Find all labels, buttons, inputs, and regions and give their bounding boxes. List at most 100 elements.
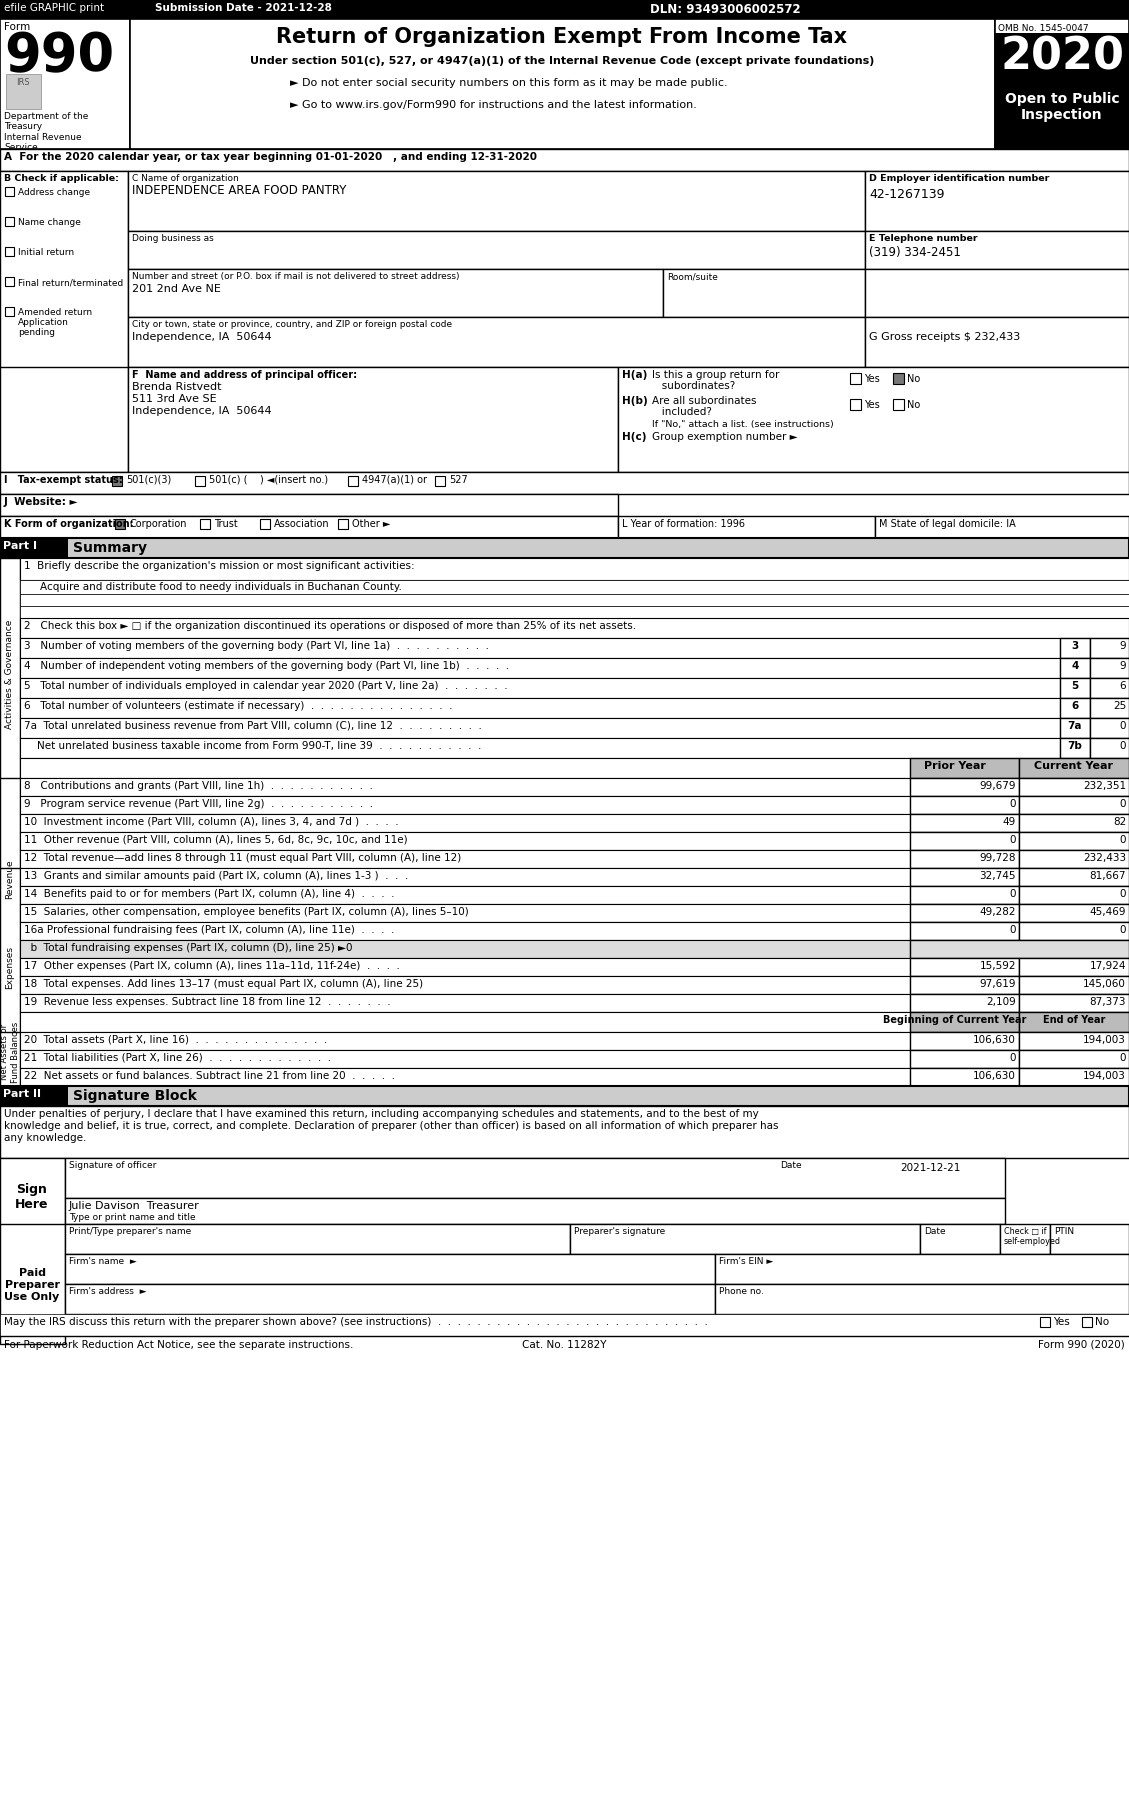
Text: Name change: Name change xyxy=(18,219,81,228)
Text: Type or print name and title: Type or print name and title xyxy=(69,1212,195,1222)
Bar xyxy=(1019,797,1129,815)
Bar xyxy=(850,399,861,410)
Text: Return of Organization Exempt From Income Tax: Return of Organization Exempt From Incom… xyxy=(277,27,848,47)
Text: 145,060: 145,060 xyxy=(1083,978,1126,988)
Bar xyxy=(1060,638,1089,658)
Bar xyxy=(200,520,210,529)
Text: 4   Number of independent voting members of the governing body (Part VI, line 1b: 4 Number of independent voting members o… xyxy=(24,661,509,670)
Bar xyxy=(1019,976,1129,994)
Text: Sign
Here: Sign Here xyxy=(16,1182,49,1211)
Text: 990: 990 xyxy=(5,31,114,81)
Text: D Employer identification number: D Employer identification number xyxy=(869,173,1049,183)
Bar xyxy=(865,318,1129,369)
Text: 22  Net assets or fund balances. Subtract line 21 from line 20  .  .  .  .  .: 22 Net assets or fund balances. Subtract… xyxy=(24,1070,395,1081)
Bar xyxy=(20,739,1060,759)
Text: Trust: Trust xyxy=(215,519,238,529)
Text: 15,592: 15,592 xyxy=(980,961,1016,970)
Text: 0: 0 xyxy=(1009,889,1016,898)
Text: 5   Total number of individuals employed in calendar year 2020 (Part V, line 2a): 5 Total number of individuals employed i… xyxy=(24,681,508,690)
Text: A  For the 2020 calendar year, or tax year beginning 01-01-2020   , and ending 1: A For the 2020 calendar year, or tax yea… xyxy=(5,152,537,163)
Text: 97,619: 97,619 xyxy=(980,978,1016,988)
Text: 99,679: 99,679 xyxy=(980,781,1016,790)
Bar xyxy=(910,869,1019,887)
Text: knowledge and belief, it is true, correct, and complete. Declaration of preparer: knowledge and belief, it is true, correc… xyxy=(5,1120,779,1131)
Bar xyxy=(910,1032,1019,1050)
Bar xyxy=(618,369,1129,473)
Bar xyxy=(893,374,904,385)
Bar xyxy=(1019,1012,1129,1032)
Bar xyxy=(65,1225,570,1254)
Bar xyxy=(195,477,205,486)
Text: Phone no.: Phone no. xyxy=(719,1287,764,1296)
Text: Amended return: Amended return xyxy=(18,307,93,316)
Text: 21  Total liabilities (Part X, line 26)  .  .  .  .  .  .  .  .  .  .  .  .  .: 21 Total liabilities (Part X, line 26) .… xyxy=(24,1052,331,1063)
Text: H(a): H(a) xyxy=(622,370,647,379)
Text: Doing business as: Doing business as xyxy=(132,233,213,242)
Text: 0: 0 xyxy=(1120,889,1126,898)
Bar xyxy=(112,477,122,486)
Bar xyxy=(910,958,1019,976)
Text: Are all subordinates: Are all subordinates xyxy=(653,396,756,407)
Text: Open to Public
Inspection: Open to Public Inspection xyxy=(1005,92,1119,123)
Text: OMB No. 1545-0047: OMB No. 1545-0047 xyxy=(998,23,1088,33)
Text: Association: Association xyxy=(274,519,330,529)
Text: b  Total fundraising expenses (Part IX, column (D), line 25) ►0: b Total fundraising expenses (Part IX, c… xyxy=(24,943,352,952)
Bar xyxy=(20,797,910,815)
Bar xyxy=(865,231,1129,269)
Text: 10  Investment income (Part VIII, column (A), lines 3, 4, and 7d )  .  .  .  .: 10 Investment income (Part VIII, column … xyxy=(24,817,399,826)
Text: 82: 82 xyxy=(1113,817,1126,826)
Text: Number and street (or P.O. box if mail is not delivered to street address): Number and street (or P.O. box if mail i… xyxy=(132,271,460,280)
Bar xyxy=(1019,815,1129,833)
Text: 12  Total revenue—add lines 8 through 11 (must equal Part VIII, column (A), line: 12 Total revenue—add lines 8 through 11 … xyxy=(24,853,462,862)
Text: J  Website: ►: J Website: ► xyxy=(5,497,79,506)
Text: 2   Check this box ► □ if the organization discontinued its operations or dispos: 2 Check this box ► □ if the organization… xyxy=(24,620,636,631)
Bar xyxy=(1019,869,1129,887)
Bar xyxy=(5,188,14,197)
Text: Address change: Address change xyxy=(18,188,90,197)
Text: 2021-12-21: 2021-12-21 xyxy=(900,1162,961,1173)
Bar xyxy=(910,779,1019,797)
Bar xyxy=(1060,658,1089,679)
Text: 16a Professional fundraising fees (Part IX, column (A), line 11e)  .  .  .  .: 16a Professional fundraising fees (Part … xyxy=(24,925,394,934)
Bar xyxy=(0,172,128,374)
Bar xyxy=(5,307,14,316)
Bar xyxy=(260,520,270,529)
Text: 2020: 2020 xyxy=(1000,36,1124,80)
Bar xyxy=(0,538,68,558)
Text: 87,373: 87,373 xyxy=(1089,996,1126,1006)
Bar xyxy=(20,679,1060,699)
Text: ► Do not enter social security numbers on this form as it may be made public.: ► Do not enter social security numbers o… xyxy=(290,78,727,89)
Text: 3   Number of voting members of the governing body (Part VI, line 1a)  .  .  .  : 3 Number of voting members of the govern… xyxy=(24,641,489,651)
Bar xyxy=(1060,699,1089,719)
Text: F  Name and address of principal officer:: F Name and address of principal officer: xyxy=(132,370,357,379)
Bar xyxy=(910,1068,1019,1086)
Bar xyxy=(20,923,910,940)
Bar xyxy=(1019,923,1129,940)
Text: Firm's address  ►: Firm's address ► xyxy=(69,1287,147,1296)
Bar xyxy=(128,231,865,269)
Text: IRS: IRS xyxy=(16,78,29,87)
Bar xyxy=(5,248,14,257)
Text: Julie Davison  Treasurer: Julie Davison Treasurer xyxy=(69,1200,200,1211)
Text: Firm's EIN ►: Firm's EIN ► xyxy=(719,1256,773,1265)
Text: 49,282: 49,282 xyxy=(980,907,1016,916)
Text: 7b: 7b xyxy=(1068,741,1083,750)
Bar xyxy=(1082,1317,1092,1328)
Text: L Year of formation: 1996: L Year of formation: 1996 xyxy=(622,519,745,529)
Bar xyxy=(6,74,41,110)
Text: Date: Date xyxy=(924,1227,946,1236)
Text: 0: 0 xyxy=(1120,925,1126,934)
Text: 0: 0 xyxy=(1120,799,1126,808)
Text: 13  Grants and similar amounts paid (Part IX, column (A), lines 1-3 )  .  .  .: 13 Grants and similar amounts paid (Part… xyxy=(24,871,409,880)
Bar xyxy=(0,1106,1129,1158)
Bar xyxy=(850,374,861,385)
Text: efile GRAPHIC print: efile GRAPHIC print xyxy=(5,4,104,13)
Bar xyxy=(5,219,14,228)
Bar xyxy=(910,940,1129,958)
Bar xyxy=(1019,994,1129,1012)
Bar xyxy=(618,517,875,538)
Bar xyxy=(995,34,1129,81)
Bar xyxy=(1019,759,1129,779)
Text: Part II: Part II xyxy=(3,1088,41,1099)
Text: Signature of officer: Signature of officer xyxy=(69,1160,157,1169)
